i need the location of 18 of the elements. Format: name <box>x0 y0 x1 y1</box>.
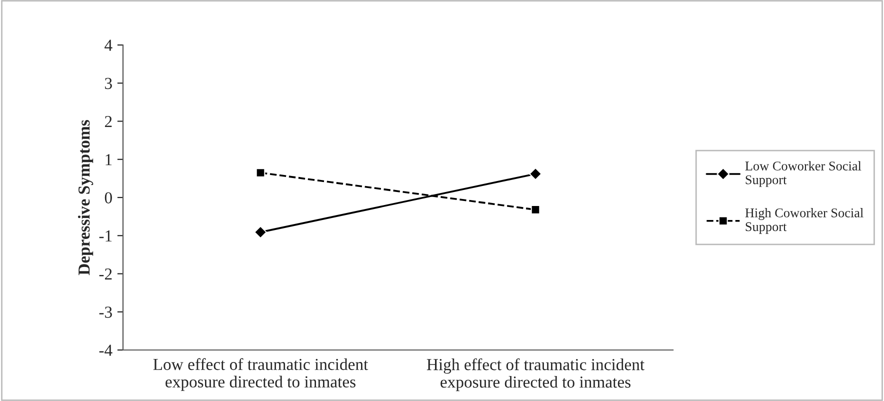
y-tick-label: -2 <box>99 268 112 280</box>
legend-label: High Coworker Social Support <box>745 208 864 234</box>
point <box>529 167 542 180</box>
y-tick-label: 0 <box>104 192 112 204</box>
point <box>254 226 267 239</box>
y-tick-label: -1 <box>99 230 112 242</box>
point <box>256 168 266 178</box>
point <box>530 205 540 214</box>
y-tick-label: 1 <box>106 154 112 166</box>
y-tick-label: -3 <box>99 306 112 318</box>
x-tick-label: High effect of traumatic incident exposure directed to inmates <box>426 358 644 392</box>
y-tick-label: 4 <box>104 40 112 51</box>
y-tick-label: -4 <box>99 344 112 356</box>
y-tick-label: 2 <box>104 116 112 128</box>
x-tick-label: Low effect of traumatic incident exposure directed to inmates <box>153 358 368 391</box>
y-tick-label: 3 <box>105 78 112 90</box>
legend-label: Low Coworker Social Support <box>745 161 862 187</box>
y-axis-title: Depressive Symptoms <box>78 120 94 276</box>
